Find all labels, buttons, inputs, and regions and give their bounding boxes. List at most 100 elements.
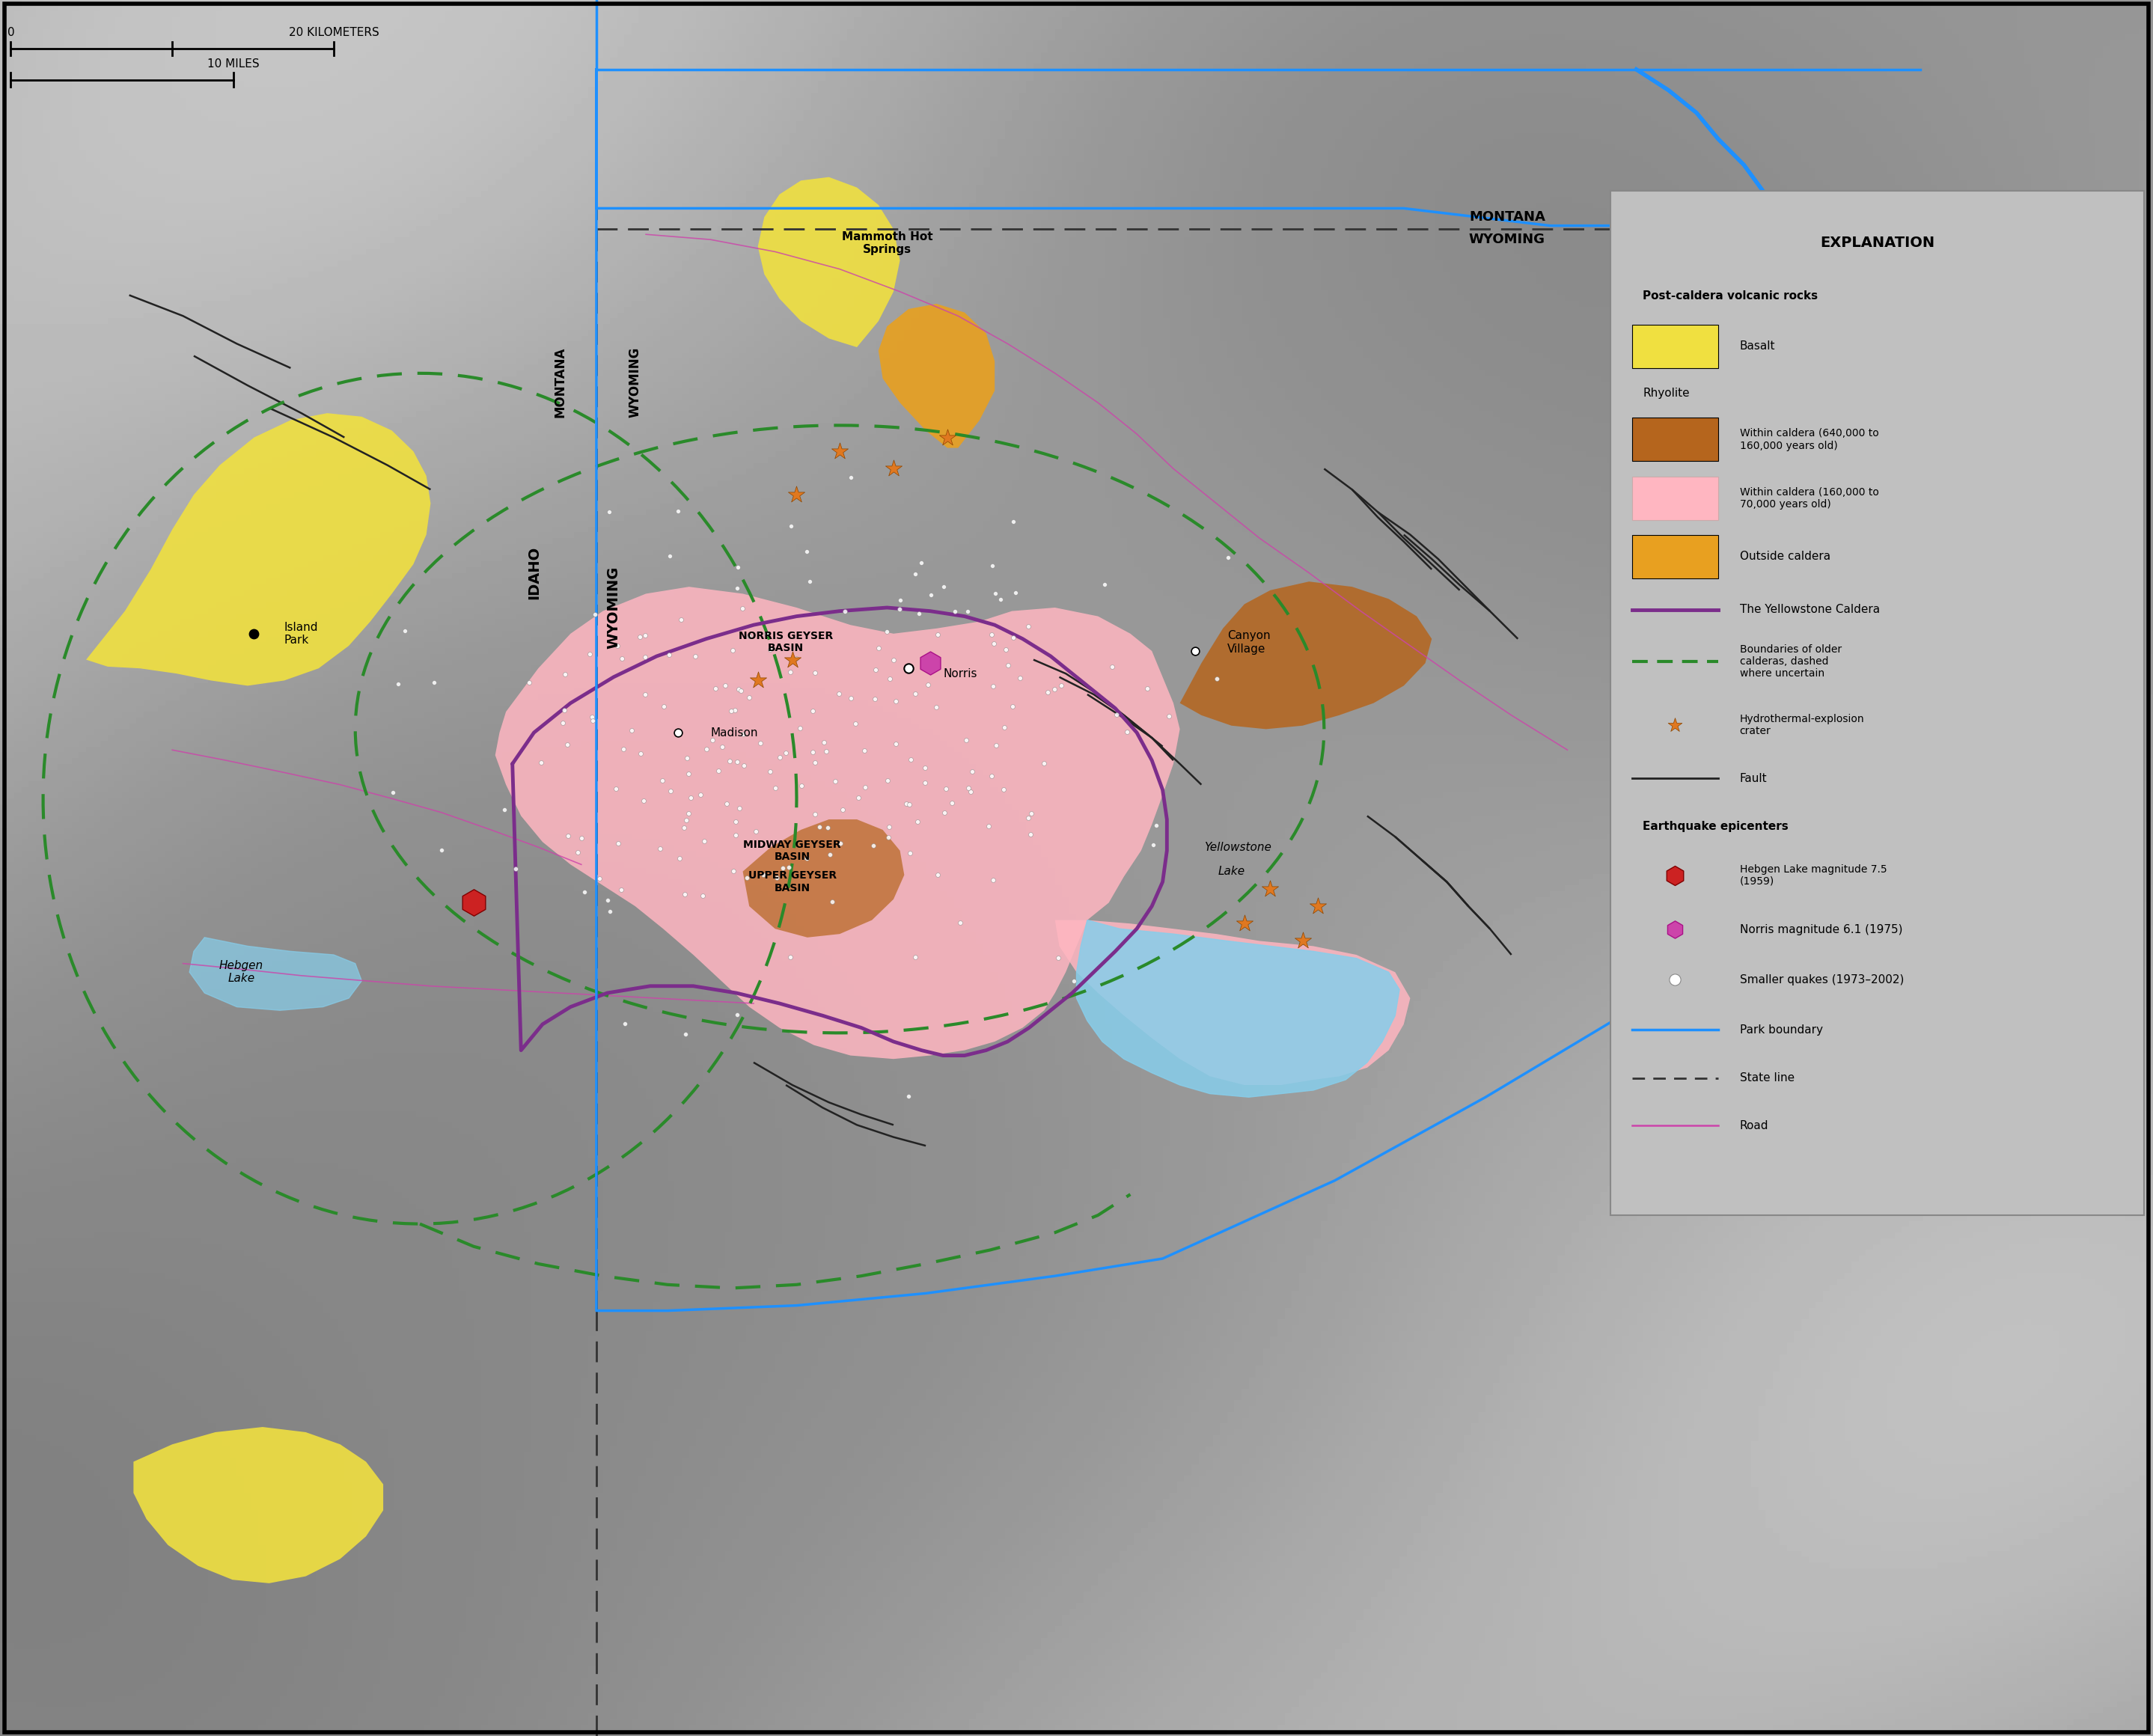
Point [652,542,687,569]
Point [878,687,913,715]
Point [713,746,747,774]
Point [769,738,803,766]
Text: Mammoth Hot
Springs: Mammoth Hot Springs [842,231,932,255]
Point [898,561,932,589]
Point [952,774,986,802]
Point [1100,701,1135,729]
Point [652,641,687,668]
Text: WYOMING: WYOMING [607,566,620,649]
Point [749,620,784,648]
Point [695,726,730,753]
Point [547,661,581,689]
Point [870,618,904,646]
Point [891,1082,926,1109]
Point [943,908,977,936]
Point [758,774,792,802]
Point [566,878,601,906]
Point [607,1010,642,1038]
Point [424,835,459,863]
Point [814,840,848,868]
Text: WYOMING: WYOMING [629,347,642,417]
Point [827,597,861,625]
Point [607,734,642,762]
Text: Park boundary: Park boundary [1740,1024,1824,1035]
Point [986,776,1021,804]
Text: Fault: Fault [1740,773,1768,785]
Point [723,677,758,705]
Point [913,649,947,677]
Point [1087,571,1122,599]
Point [810,738,844,766]
Point [721,1000,756,1028]
Point [872,665,906,693]
Point [1038,675,1072,703]
Point [678,642,713,670]
Point [601,830,635,858]
Point [1014,821,1049,849]
Point [904,549,939,576]
Point [1135,832,1169,859]
Text: Post-caldera volcanic rocks: Post-caldera volcanic rocks [1643,290,1817,302]
Text: Boundaries of older
calderas, dashed
where uncertain: Boundaries of older calderas, dashed whe… [1740,644,1841,679]
Point [846,736,881,764]
Point [810,814,844,842]
Polygon shape [758,177,900,347]
Point [883,595,917,623]
Polygon shape [1076,920,1399,1097]
Text: Earthquake epicenters: Earthquake epicenters [1643,821,1789,832]
Point [807,727,842,755]
Text: Canyon
Village: Canyon Village [1227,630,1270,654]
Point [1094,653,1128,681]
Point [898,943,932,970]
Point [997,507,1031,535]
Point [1109,719,1143,746]
Polygon shape [1180,582,1432,729]
Text: Rhyolite: Rhyolite [1643,387,1690,399]
Point [601,632,635,660]
Text: Yellowstone: Yellowstone [1204,842,1272,852]
Point [1658,712,1692,740]
Point [1658,965,1692,993]
Point [1658,915,1692,943]
Text: Basalt: Basalt [1740,340,1776,352]
Point [655,778,689,806]
Point [954,778,988,806]
Point [590,887,624,915]
Point [1152,701,1186,729]
Point [708,672,743,700]
Text: Hebgen
Lake: Hebgen Lake [220,960,263,984]
Point [738,818,773,845]
Text: State line: State line [1740,1073,1793,1083]
Point [605,646,639,674]
Point [672,760,706,788]
Point [775,512,810,540]
Point [689,736,723,764]
Point [913,580,947,608]
Point [790,538,825,566]
Point [803,812,838,840]
Point [629,642,663,670]
Point [487,795,521,823]
Point [381,670,416,698]
Point [575,707,609,734]
Point [661,719,695,746]
Point [889,790,924,818]
Point [672,800,706,828]
Point [822,437,857,465]
FancyBboxPatch shape [1632,535,1718,578]
Point [784,773,818,800]
Point [773,658,807,686]
Text: MONTANA: MONTANA [553,347,566,417]
Point [762,743,797,771]
Point [1031,679,1066,707]
Point [577,601,611,628]
Point [988,635,1023,663]
Point [1253,875,1287,903]
Point [388,616,422,644]
Point [721,675,756,703]
Point [575,703,609,731]
Point [663,606,698,634]
Point [919,620,954,648]
Point [456,889,491,917]
Point [902,601,937,628]
